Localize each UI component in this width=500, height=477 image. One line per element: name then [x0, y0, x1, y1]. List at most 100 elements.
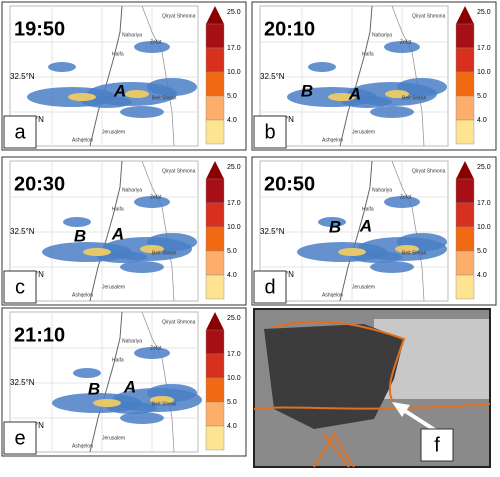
storm-label: B [74, 226, 86, 245]
city-label: Ashqelon [322, 137, 343, 143]
storm-label: A [359, 216, 372, 235]
colorbar-tick-label: 4.0 [477, 272, 487, 279]
radar-echo [308, 62, 336, 72]
time-label: 20:50 [264, 173, 315, 195]
coastline [89, 160, 123, 302]
city-label: Ashqelon [72, 137, 93, 143]
radar-echo [120, 412, 164, 424]
time-label: 21:10 [14, 324, 65, 346]
panel-letter: b [264, 121, 275, 143]
colorbar-tick-label: 25.0 [227, 315, 241, 322]
map-area [9, 160, 199, 302]
colorbar-tick-label: 5.0 [227, 399, 237, 406]
city-label: Beit Shean [152, 95, 177, 101]
colorbar-bin [455, 226, 475, 252]
city-label: Qiryat Shmona [162, 13, 196, 19]
latitude-label: 32.5°N [260, 72, 285, 81]
time-label: 19:50 [14, 18, 65, 40]
radar-core [68, 93, 96, 101]
coastline [89, 5, 123, 147]
radar-echo [370, 106, 414, 118]
colorbar-tick-label: 4.0 [227, 272, 237, 279]
letter-box [253, 270, 287, 304]
letter-box [420, 428, 454, 462]
colorbar-bin [205, 47, 225, 73]
city-label: Beit Shean [402, 95, 427, 101]
storm-label: B [88, 379, 100, 398]
colorbar-tick-label: 10.0 [477, 69, 491, 76]
city-label: Zefat [400, 194, 412, 200]
colorbar-bin [455, 250, 475, 276]
colorbar-bin [205, 250, 225, 276]
cloud-contour [313, 432, 355, 468]
colorbar-tick-label: 4.0 [477, 117, 487, 124]
city-label: Nahariya [122, 338, 142, 344]
colorbar-bin [205, 202, 225, 228]
colorbar-arrow [206, 6, 224, 24]
city-label: Nahariya [372, 187, 392, 193]
radar-core [328, 93, 356, 101]
border [391, 5, 425, 147]
colorbar-bin [455, 274, 475, 300]
radar-echo [370, 261, 414, 273]
letter-box [253, 115, 287, 149]
pointer-arrowhead [392, 402, 410, 417]
radar-echo [73, 368, 101, 378]
city-label: Nahariya [122, 187, 142, 193]
colorbar-tick-label: 25.0 [227, 9, 241, 16]
radar-echo [120, 106, 164, 118]
colorbar-bin [205, 178, 225, 204]
storm-label: A [113, 81, 126, 100]
colorbar-tick-label: 17.0 [227, 45, 241, 52]
city-label: Ashqelon [72, 292, 93, 298]
colorbar-tick-label: 25.0 [227, 164, 241, 171]
colorbar-bin [205, 95, 225, 121]
colorbar-bin [205, 425, 225, 451]
storm-label: A [111, 224, 124, 243]
border [141, 311, 175, 453]
colorbar-tick-label: 5.0 [227, 248, 237, 255]
city-label: Beit Shean [152, 250, 177, 256]
storm-label: B [329, 217, 341, 236]
colorbar-bin [455, 119, 475, 145]
city-label: Jerusalem [352, 129, 375, 135]
colorbar-tick-label: 4.0 [227, 423, 237, 430]
city-label: Nahariya [372, 32, 392, 38]
panel-letter: d [264, 276, 275, 298]
radar-echo [120, 261, 164, 273]
colorbar-bin [455, 47, 475, 73]
colorbar-bin [455, 95, 475, 121]
colorbar-bin [455, 202, 475, 228]
radar-echo [63, 217, 91, 227]
colorbar-bin [205, 71, 225, 97]
city-label: Beit Shean [152, 401, 177, 407]
border [141, 5, 175, 147]
cloud-contour [273, 320, 406, 405]
city-label: Ashqelon [72, 443, 93, 449]
radar-core [385, 90, 409, 98]
city-label: Haifa [112, 51, 124, 57]
colorbar-bin [455, 71, 475, 97]
city-label: Zefat [150, 194, 162, 200]
cloud-contour [253, 403, 491, 410]
colorbar-tick-label: 10.0 [227, 69, 241, 76]
panel-letter: e [14, 427, 25, 449]
radar-echo [134, 347, 170, 359]
radar-echo [384, 196, 420, 208]
dark-cloud [264, 324, 404, 429]
city-label: Qiryat Shmona [162, 319, 196, 325]
colorbar-bin [205, 329, 225, 355]
map-area [259, 160, 449, 302]
radar-core [93, 399, 121, 407]
storm-label: B [301, 81, 313, 100]
city-label: Haifa [362, 51, 374, 57]
radar-core [125, 90, 149, 98]
colorbar-tick-label: 10.0 [227, 224, 241, 231]
colorbar-tick-label: 17.0 [477, 45, 491, 52]
colorbar-tick-label: 5.0 [477, 93, 487, 100]
city-label: Ashqelon [322, 292, 343, 298]
colorbar-bin [205, 119, 225, 145]
